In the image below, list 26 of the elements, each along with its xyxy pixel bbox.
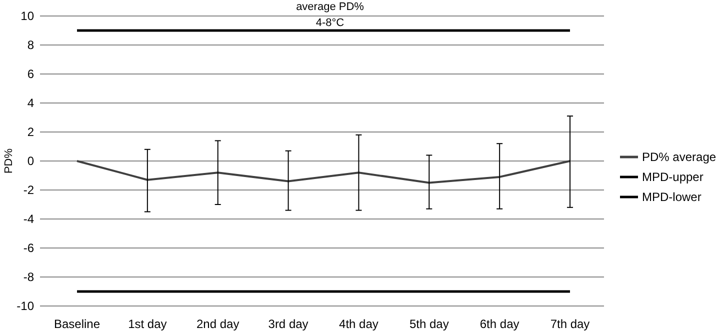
x-tick-label: 7th day: [550, 317, 590, 331]
y-tick-label: -4: [23, 212, 34, 226]
legend-label: MPD-lower: [642, 190, 702, 204]
x-tick-label: 3rd day: [268, 317, 308, 331]
x-tick-label: 2nd day: [196, 317, 240, 331]
y-tick-label: -10: [16, 299, 34, 313]
chart-subtitle: 4-8°C: [316, 17, 344, 29]
line-series: [76, 160, 571, 184]
y-tick-label: 6: [27, 67, 34, 81]
x-tick-label: 4th day: [339, 317, 378, 331]
x-tick-label: 1st day: [128, 317, 167, 331]
x-tick-label: 6th day: [480, 317, 520, 331]
y-tick-label: -8: [23, 270, 34, 284]
y-tick-label: -2: [23, 183, 34, 197]
x-tick-label: Baseline: [54, 317, 100, 331]
y-tick-label: 4: [27, 96, 34, 110]
y-tick-label: 2: [27, 125, 34, 139]
y-tick-label: -6: [23, 241, 34, 255]
legend-label: PD% average: [642, 150, 716, 164]
legend-label: MPD-upper: [642, 170, 704, 184]
y-tick-label: 0: [27, 154, 34, 168]
y-axis-title: PD%: [3, 148, 15, 174]
chart-title: average PD%: [296, 1, 364, 13]
y-tick-label: 10: [20, 9, 34, 23]
y-tick-label: 8: [27, 38, 34, 52]
x-tick-label: 5th day: [409, 317, 449, 331]
